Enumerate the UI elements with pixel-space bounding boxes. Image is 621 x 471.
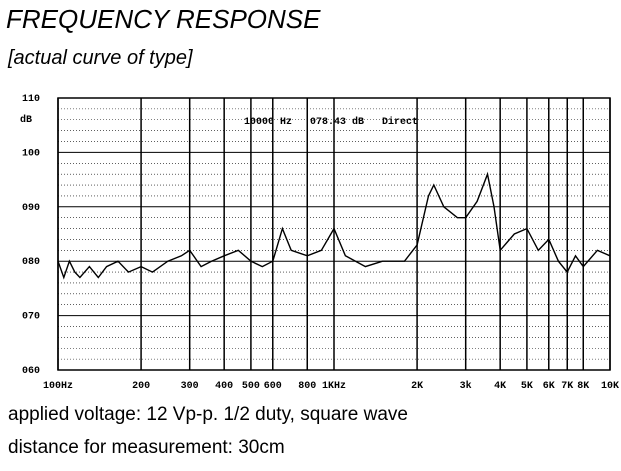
annotation: 10000 Hz 078.43 dB Direct (244, 116, 418, 128)
x-tick-label: 7K (561, 381, 573, 392)
y-tick-label: 080 (22, 257, 40, 268)
note: applied voltage: 12 Vp-p. 1/2 duty, squa… (8, 404, 408, 425)
x-tick-label: 1KHz (322, 381, 346, 392)
x-tick-label: 100Hz (43, 381, 73, 392)
y-tick-label: 090 (22, 203, 40, 214)
y-tick-label: 100 (22, 148, 40, 159)
x-tick-label: 500 (242, 381, 260, 392)
x-tick-label: 300 (181, 381, 199, 392)
y-tick-label: 060 (22, 366, 40, 377)
x-tick-label: 5K (521, 381, 533, 392)
y-axis-label: dB (20, 114, 32, 126)
x-tick-label: 4K (494, 381, 506, 392)
x-tick-label: 200 (132, 381, 150, 392)
x-tick-label: 600 (264, 381, 282, 392)
y-tick-label: 070 (22, 312, 40, 323)
y-tick-label: 110 (22, 94, 40, 105)
x-tick-label: 800 (298, 381, 316, 392)
x-tick-label: 6K (543, 381, 555, 392)
x-tick-label: 2K (411, 381, 423, 392)
x-tick-label: 3k (460, 380, 472, 392)
chart-subtitle: [actual curve of type] (7, 47, 193, 69)
plot-frame (57, 97, 611, 371)
chart-title: FREQUENCY RESPONSE (6, 4, 321, 34)
x-tick-label: 8K (577, 381, 589, 392)
note: distance for measurement: 30cm (8, 437, 285, 458)
data-line (57, 171, 611, 280)
x-tick-label: 400 (215, 381, 233, 392)
x-tick-label: 10K (601, 381, 619, 392)
